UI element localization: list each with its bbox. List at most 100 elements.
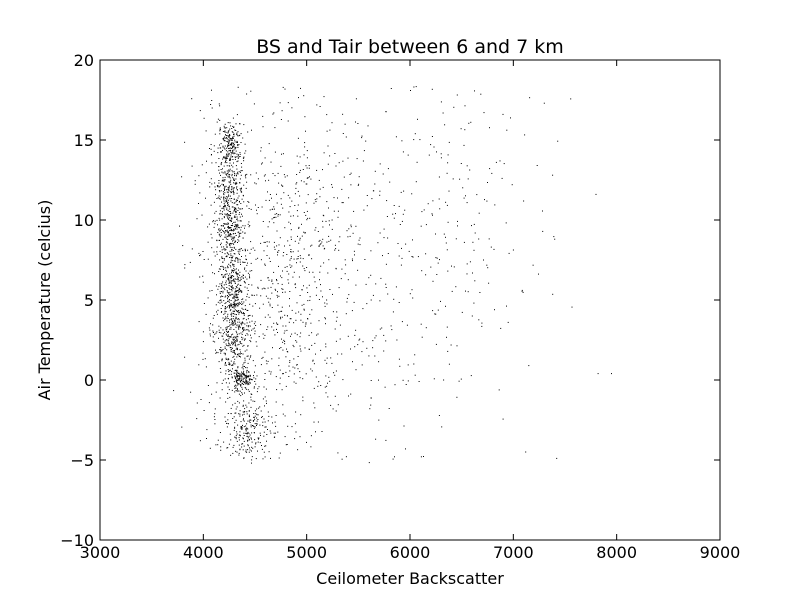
- scatter-point: [248, 221, 250, 223]
- x-tick-label: 8000: [596, 543, 637, 562]
- scatter-point: [275, 425, 277, 427]
- scatter-point: [266, 434, 268, 435]
- scatter-point: [239, 321, 241, 323]
- scatter-point: [238, 413, 240, 415]
- scatter-point: [233, 270, 235, 272]
- scatter-point: [245, 430, 247, 432]
- scatter-point: [244, 338, 246, 340]
- scatter-point: [220, 196, 222, 198]
- scatter-point: [237, 171, 239, 173]
- scatter-point: [258, 336, 260, 338]
- scatter-point: [251, 378, 252, 380]
- scatter-point: [239, 449, 241, 451]
- scatter-point: [338, 241, 340, 243]
- scatter-point: [225, 135, 227, 136]
- scatter-point: [239, 232, 241, 234]
- scatter-point: [227, 172, 229, 174]
- scatter-point: [235, 199, 237, 201]
- scatter-point: [223, 180, 225, 182]
- scatter-point: [281, 338, 282, 340]
- scatter-point: [225, 359, 227, 360]
- scatter-point: [347, 236, 349, 238]
- scatter-point: [313, 276, 315, 278]
- scatter-point: [234, 183, 236, 185]
- scatter-point: [227, 202, 229, 203]
- scatter-point: [301, 304, 303, 306]
- scatter-point: [228, 170, 230, 172]
- scatter-point: [224, 312, 226, 314]
- scatter-point: [223, 156, 225, 157]
- scatter-point: [351, 258, 353, 260]
- scatter-point: [227, 253, 229, 255]
- scatter-point: [230, 256, 232, 258]
- scatter-point: [228, 443, 230, 445]
- scatter-point: [226, 255, 228, 257]
- scatter-point: [232, 452, 234, 454]
- scatter-point: [229, 177, 231, 179]
- scatter-point: [234, 158, 236, 160]
- scatter-point: [231, 371, 233, 373]
- scatter-point: [308, 255, 310, 256]
- scatter-point: [305, 373, 307, 375]
- scatter-point: [227, 298, 228, 300]
- scatter-point: [232, 288, 234, 290]
- scatter-point: [229, 215, 231, 217]
- scatter-point: [242, 373, 243, 375]
- scatter-point: [241, 324, 243, 326]
- scatter-point: [221, 301, 223, 303]
- scatter-point: [210, 154, 212, 156]
- scatter-point: [286, 351, 288, 352]
- scatter-point: [366, 303, 368, 305]
- scatter-point: [223, 441, 225, 443]
- scatter-point: [499, 160, 501, 162]
- scatter-point: [239, 415, 241, 417]
- scatter-point: [228, 136, 230, 137]
- scatter-point: [381, 327, 383, 329]
- scatter-point: [239, 153, 241, 155]
- scatter-point: [299, 255, 301, 257]
- scatter-point: [231, 206, 233, 208]
- scatter-point: [239, 377, 241, 379]
- scatter-point: [238, 319, 240, 321]
- scatter-point: [242, 411, 244, 413]
- scatter-point: [226, 154, 228, 156]
- scatter-point: [232, 418, 234, 419]
- scatter-point: [491, 172, 493, 174]
- scatter-point: [244, 361, 246, 363]
- scatter-point: [209, 335, 211, 337]
- scatter-point: [225, 269, 227, 271]
- scatter-point: [219, 219, 221, 221]
- scatter-point: [254, 365, 256, 367]
- scatter-point: [227, 122, 229, 124]
- scatter-point: [226, 320, 228, 322]
- scatter-point: [521, 290, 523, 292]
- scatter-point: [229, 162, 231, 164]
- scatter-point: [265, 388, 267, 390]
- scatter-point: [282, 185, 284, 187]
- scatter-point: [440, 153, 442, 155]
- scatter-point: [230, 351, 232, 353]
- scatter-point: [325, 392, 327, 394]
- scatter-point: [214, 182, 216, 184]
- scatter-point: [229, 230, 231, 232]
- scatter-point: [371, 198, 373, 200]
- scatter-point: [278, 250, 280, 252]
- scatter-point: [229, 336, 231, 338]
- scatter-point: [338, 249, 340, 251]
- scatter-point: [385, 263, 387, 265]
- scatter-point: [234, 358, 236, 360]
- scatter-point: [315, 201, 317, 203]
- scatter-point: [268, 179, 270, 181]
- scatter-point: [235, 390, 237, 391]
- scatter-point: [233, 209, 235, 211]
- scatter-point: [432, 214, 433, 216]
- scatter-point: [374, 183, 376, 185]
- scatter-point: [220, 266, 222, 267]
- scatter-point: [200, 254, 202, 256]
- scatter-point: [344, 273, 346, 275]
- scatter-point: [254, 415, 256, 417]
- scatter-point: [242, 353, 244, 355]
- scatter-point: [239, 327, 241, 329]
- scatter-point: [243, 261, 245, 263]
- scatter-point: [290, 229, 292, 231]
